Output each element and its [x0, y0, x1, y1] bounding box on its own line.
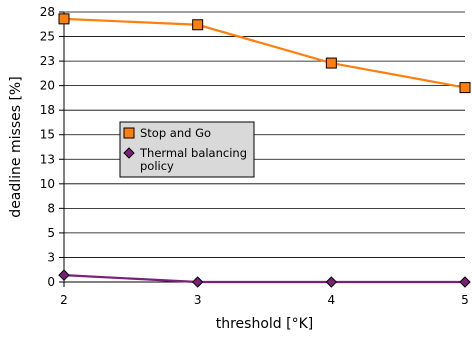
legend-box: [119, 121, 255, 178]
data-point: [325, 57, 337, 69]
data-point: [325, 276, 338, 288]
y-tick-label: 3: [47, 250, 55, 264]
y-tick-label: 15: [40, 128, 55, 142]
y-tick-label: 5: [47, 226, 55, 240]
y-axis-title: deadline misses [%]: [8, 76, 24, 217]
data-point: [459, 276, 471, 288]
x-tick-label: 3: [194, 293, 202, 307]
y-tick-label: 20: [40, 79, 55, 93]
x-tick-label: 4: [328, 293, 336, 307]
data-point: [459, 82, 471, 94]
y-tick-label: 8: [47, 201, 55, 215]
legend-label: Stop and Go: [140, 126, 211, 140]
series-line: [63, 17, 466, 89]
legend-marker: [123, 147, 135, 159]
legend-label: Thermal balancing policy: [139, 146, 247, 173]
x-axis-ticks: 2 3 4 5: [60, 282, 469, 307]
legend-marker: [123, 127, 135, 139]
series-1: [58, 269, 471, 288]
series-line: [63, 274, 465, 284]
y-tick-label: 28: [40, 5, 55, 19]
data-point: [191, 276, 204, 288]
y-axis-ticks: 0 3 5 8 10 13 15 18 20 23 25 28: [40, 5, 64, 289]
x-tick-label: 2: [60, 293, 68, 307]
y-tick-label: 0: [47, 275, 55, 289]
y-tick-label: 13: [40, 152, 55, 166]
data-point: [58, 13, 70, 25]
series-layer: [58, 13, 471, 288]
x-tick-label: 5: [461, 293, 469, 307]
y-tick-label: 10: [40, 177, 55, 191]
data-point: [192, 19, 204, 31]
legend: Stop and Go Thermal balancing policy: [119, 121, 255, 178]
series-0: [58, 13, 471, 94]
y-tick-label: 23: [40, 54, 55, 68]
x-axis-title: threshold [°K]: [216, 316, 314, 332]
data-point: [58, 269, 70, 281]
y-tick-label: 18: [40, 103, 55, 117]
y-tick-label: 25: [40, 30, 55, 44]
